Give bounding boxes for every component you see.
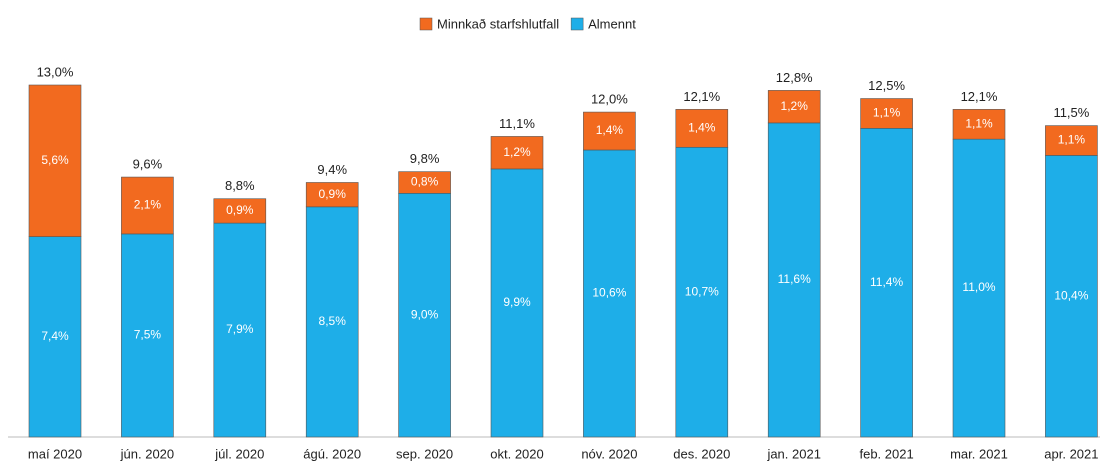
value-label: 10,7% — [685, 284, 719, 298]
value-label: 8,5% — [319, 314, 347, 328]
value-label: 1,2% — [781, 99, 809, 113]
bar-segment — [490, 136, 544, 170]
value-label: 1,4% — [688, 120, 716, 134]
total-label: 13,0% — [37, 64, 74, 79]
value-label: 1,4% — [596, 123, 624, 137]
value-label: 10,6% — [592, 286, 626, 300]
value-label: 0,8% — [411, 175, 439, 189]
value-label: 7,9% — [226, 322, 254, 336]
total-label: 12,1% — [683, 89, 720, 104]
total-label: 9,8% — [410, 151, 440, 166]
value-label: 7,4% — [41, 329, 69, 343]
value-label: 7,5% — [134, 328, 162, 342]
value-label: 0,9% — [226, 203, 254, 217]
bar-segment — [675, 109, 729, 148]
x-tick-label: jan. 2021 — [766, 446, 821, 461]
total-label: 9,6% — [133, 156, 163, 171]
bar-segment — [583, 149, 636, 438]
value-label: 11,0% — [962, 280, 995, 294]
total-label: 9,4% — [317, 162, 347, 177]
bar-segment — [952, 138, 1006, 438]
x-tick-label: jún. 2020 — [120, 446, 175, 461]
bar-segment — [213, 222, 267, 438]
legend-swatch — [419, 17, 433, 31]
value-label: 11,6% — [778, 272, 811, 286]
bar-segment — [398, 171, 451, 194]
x-tick-label: okt. 2020 — [490, 446, 544, 461]
legend-label: Minnkað starfshlutfall — [437, 16, 559, 31]
legend-label: Almennt — [588, 16, 636, 31]
bar-segment — [305, 182, 359, 208]
total-label: 12,8% — [776, 70, 813, 85]
bar-segment — [28, 84, 82, 237]
value-label: 9,0% — [411, 307, 439, 321]
x-tick-label: feb. 2021 — [859, 446, 913, 461]
bar-segment — [860, 128, 913, 438]
total-label: 12,0% — [591, 92, 628, 107]
value-label: 1,1% — [1058, 133, 1086, 147]
x-tick-label: des. 2020 — [673, 446, 730, 461]
value-label: 1,2% — [503, 145, 531, 159]
value-label: 1,1% — [873, 106, 901, 120]
value-label: 11,4% — [870, 275, 903, 289]
bar-segment — [860, 98, 913, 129]
total-label: 8,8% — [225, 178, 255, 193]
bar-segment — [398, 193, 451, 438]
x-tick-label: maí 2020 — [28, 446, 82, 461]
x-tick-label: sep. 2020 — [396, 446, 453, 461]
x-tick-label: apr. 2021 — [1044, 446, 1098, 461]
bar-segment — [1045, 125, 1098, 156]
value-label: 9,9% — [503, 295, 531, 309]
total-label: 11,1% — [499, 116, 535, 131]
bar-segment — [213, 198, 267, 224]
x-tick-label: júl. 2020 — [214, 446, 264, 461]
x-tick-label: nóv. 2020 — [581, 446, 637, 461]
legend-swatch — [570, 17, 584, 31]
value-label: 0,9% — [319, 187, 347, 201]
bar-segment — [952, 109, 1006, 140]
bar-segment — [1045, 155, 1098, 438]
bar-segment — [767, 122, 821, 438]
x-tick-label: ágú. 2020 — [303, 446, 361, 461]
total-label: 11,5% — [1053, 105, 1089, 120]
value-label: 2,1% — [134, 198, 162, 212]
bar-segment — [28, 236, 82, 438]
bar-segment — [767, 90, 821, 124]
bar-segment — [121, 233, 174, 438]
total-label: 12,5% — [868, 78, 905, 93]
value-label: 5,6% — [41, 153, 69, 167]
bar-segment — [305, 206, 359, 438]
bar-segment — [583, 111, 636, 151]
bar-segment — [121, 176, 174, 235]
value-label: 1,1% — [965, 116, 993, 130]
bar-segment — [675, 146, 729, 438]
value-label: 10,4% — [1054, 288, 1088, 302]
x-tick-label: mar. 2021 — [950, 446, 1008, 461]
total-label: 12,1% — [961, 89, 998, 104]
